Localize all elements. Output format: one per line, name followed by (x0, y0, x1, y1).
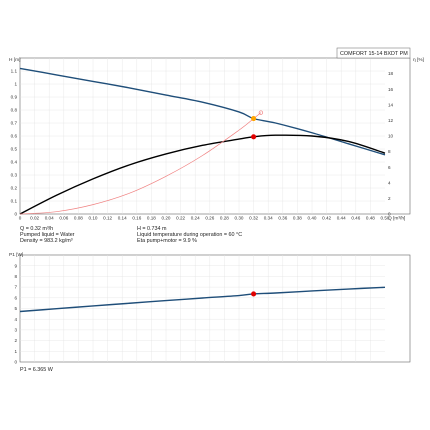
y-tick-label: 6 (14, 295, 17, 300)
right-tick-label: 4 (388, 180, 391, 185)
x-tick-label: 0.38 (293, 216, 302, 221)
lower-series (19, 286, 386, 313)
series-line-0 (19, 67, 386, 156)
right-tick-label: 10 (388, 134, 394, 139)
x-tick-label: 0.04 (45, 216, 54, 221)
x-tick-label: 0.18 (147, 216, 156, 221)
y-tick-label: 7 (14, 285, 17, 290)
chart-title: COMFORT 15-14 BXDT PM (340, 51, 408, 57)
right-tick-label: 0 (388, 212, 391, 217)
y-tick-label: 5 (14, 306, 17, 311)
operating-point-info: Q = 0.32 m³/h Pumped liquid = Water Dens… (20, 226, 242, 244)
right-tick-label: 14 (388, 102, 394, 107)
upper-xlabel: Q [m³/h] (388, 216, 405, 222)
y-tick-label: 0.3 (11, 173, 18, 178)
upper-ylabel: H [m] (9, 57, 20, 63)
upper-x-ticks: 0 0.02 0.04 0.06 0.08 0.10 0.12 0.14 0.16 0.18 0.2… (19, 216, 390, 221)
info-head: H = 0.734 m (137, 226, 167, 232)
x-tick-label: 0.12 (103, 216, 112, 221)
x-tick-label: 0.14 (118, 216, 127, 221)
y-tick-label: 0.9 (11, 95, 18, 100)
upper-series (19, 67, 386, 215)
x-tick-label: 0.16 (132, 216, 141, 221)
y-tick-label: 0.2 (11, 186, 18, 191)
series-line-0 (19, 286, 386, 313)
x-tick-label: 0.28 (220, 216, 229, 221)
upper-right-ylabel: η [%] (413, 57, 424, 63)
lower-grid (20, 255, 385, 362)
lower-markers (251, 291, 257, 297)
x-tick-label: 0.36 (278, 216, 287, 221)
chart-title-box (336, 47, 411, 59)
operating-point-marker-2 (258, 110, 264, 115)
series-line-2 (19, 112, 262, 215)
operating-point-marker-0 (251, 116, 257, 122)
right-tick-label: 16 (388, 87, 394, 92)
right-tick-label: 8 (388, 149, 391, 154)
y-tick-label: 9 (14, 263, 17, 268)
operating-point-marker-0 (251, 291, 257, 297)
right-tick-label: 6 (388, 165, 391, 170)
lower-chart: 0 1 2 3 4 5 6 7 8 9 P1 [W] (9, 252, 411, 365)
x-tick-label: 0.40 (308, 216, 317, 221)
right-tick-label: 18 (388, 71, 394, 76)
x-tick-label: 0.06 (59, 216, 68, 221)
y-tick-label: 0.7 (11, 121, 18, 126)
y-tick-label: 1 (14, 349, 17, 354)
p1-readout: P1 = 6.365 W (20, 367, 54, 373)
upper-y-ticks: 0 0.1 0.2 0.3 0.4 0.5 0.6 0.7 0.8 0.9 1 1.1 (11, 69, 18, 217)
x-tick-label: 0.44 (337, 216, 346, 221)
x-tick-label: 0.32 (249, 216, 258, 221)
y-tick-label: 0.4 (11, 160, 18, 165)
upper-markers (251, 110, 264, 140)
x-tick-label: 0.50 (381, 216, 390, 221)
lower-y-ticks: 0 1 2 3 4 5 6 7 8 9 (14, 263, 17, 364)
info-density: Density = 983.2 kg/m³ (20, 238, 73, 244)
y-tick-label: 1 (14, 82, 17, 87)
right-tick-label: 2 (388, 196, 391, 201)
y-tick-label: 2 (14, 338, 17, 343)
y-tick-label: 0 (14, 212, 17, 217)
upper-right-ticks: 0 2 4 6 8 10 12 14 16 18 (388, 71, 394, 216)
x-tick-label: 0.48 (366, 216, 375, 221)
y-tick-label: 0 (14, 360, 17, 365)
y-tick-label: 0.1 (11, 199, 18, 204)
info-temperature: Liquid temperature during operation = 60… (137, 232, 242, 238)
y-tick-label: 1.1 (11, 69, 18, 74)
x-tick-label: 0.02 (30, 216, 39, 221)
upper-chart: 0 0.02 0.04 0.06 0.08 0.10 0.12 0.14 0.16 0.18 0.2… (9, 47, 424, 222)
x-tick-label: 0.26 (205, 216, 214, 221)
x-tick-label: 0.08 (74, 216, 83, 221)
x-tick-label: 0 (19, 216, 22, 221)
y-tick-label: 0.8 (11, 108, 18, 113)
x-tick-label: 0.22 (176, 216, 185, 221)
upper-grid (20, 58, 385, 214)
y-tick-label: 0.6 (11, 134, 18, 139)
info-flow: Q = 0.32 m³/h (20, 226, 53, 232)
series-line-1 (19, 134, 386, 215)
y-tick-label: 0.5 (11, 147, 18, 152)
info-liquid: Pumped liquid = Water (20, 232, 75, 238)
x-tick-label: 0.10 (89, 216, 98, 221)
x-tick-label: 0.30 (235, 216, 244, 221)
y-tick-label: 8 (14, 274, 17, 279)
x-tick-label: 0.24 (191, 216, 200, 221)
operating-point-marker-1 (251, 134, 257, 140)
lower-ylabel: P1 [W] (9, 252, 23, 258)
x-tick-label: 0.42 (322, 216, 331, 221)
y-tick-label: 4 (14, 317, 17, 322)
right-tick-label: 12 (388, 118, 394, 123)
y-tick-label: 3 (14, 328, 17, 333)
info-efficiency: Eta pump+motor = 9.9 % (137, 238, 197, 244)
x-tick-label: 0.20 (162, 216, 171, 221)
x-tick-label: 0.34 (264, 216, 273, 221)
x-tick-label: 0.46 (351, 216, 360, 221)
